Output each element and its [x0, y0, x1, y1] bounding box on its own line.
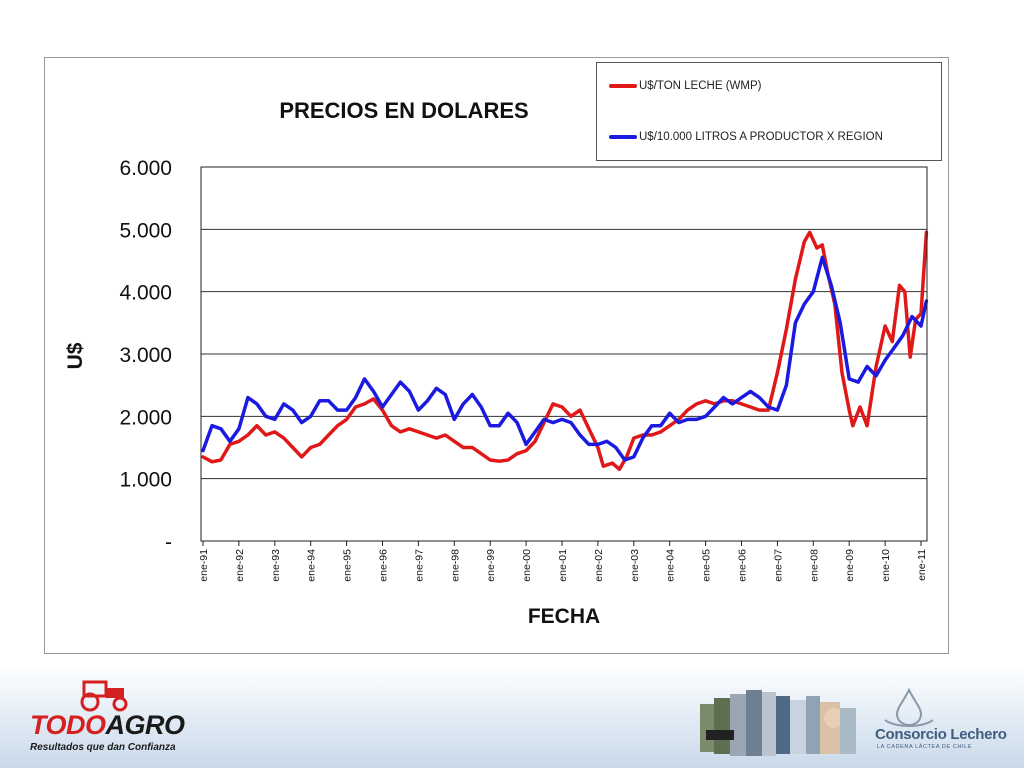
y-tick-label: 6.000 [119, 157, 172, 180]
legend-item-wmp: U$/TON LECHE (WMP) [609, 80, 761, 92]
x-tick-label: ene-93 [270, 549, 282, 582]
x-tick-label: ene-08 [808, 549, 820, 582]
x-axis-label: FECHA [528, 605, 600, 628]
x-tick-label: ene-97 [413, 549, 425, 582]
consorcio-name: Consorcio Lechero [875, 726, 1007, 743]
series-lines [201, 230, 929, 472]
x-tick-label: ene-02 [593, 549, 605, 582]
legend-label-productor: U$/10.000 LITROS A PRODUCTOR X REGION [639, 131, 883, 143]
milk-drop-icon [884, 688, 934, 727]
x-tick-label: ene-07 [772, 549, 784, 582]
y-axis-label: U$ [64, 342, 87, 369]
todoagro-tagline: Resultados que dan Confianza [30, 742, 176, 753]
legend-swatch-red [609, 84, 637, 88]
x-tick-label: ene-96 [378, 549, 390, 582]
legend-swatch-blue [609, 135, 637, 139]
y-tick-label: 5.000 [119, 219, 172, 242]
y-tick-label: 3.000 [119, 344, 172, 367]
todoagro-name: TODOAGRO [30, 710, 185, 740]
y-axis-tick-labels: - 1.000 2.000 3.000 4.000 5.000 6.000 [119, 157, 172, 554]
consorcio-tagline: LA CADENA LÁCTEA DE CHILE [877, 744, 973, 750]
plot-area-border [200, 166, 928, 542]
x-tick-label: ene-09 [844, 549, 856, 582]
chart-title: PRECIOS EN DOLARES [279, 98, 528, 123]
x-axis-tick-labels: ene-91 ene-92 ene-93 ene-94 ene-95 ene-96 ene-… [198, 541, 928, 582]
x-tick-label: ene-91 [198, 549, 210, 582]
consorcio-lechero-logo: Consorcio Lechero LA CADENA LÁCTEA DE CH… [873, 688, 1023, 763]
x-tick-label: ene-98 [449, 549, 461, 582]
legend-label-wmp: U$/TON LECHE (WMP) [639, 80, 762, 92]
x-tick-label: ene-11 [916, 549, 928, 581]
x-tick-label: ene-05 [701, 549, 713, 582]
gridlines [201, 228, 927, 480]
x-tick-label: ene-99 [485, 549, 497, 582]
x-tick-label: ene-00 [521, 549, 533, 582]
y-tick-label: - [165, 531, 172, 554]
chart-legend: U$/TON LECHE (WMP) U$/10.000 LITROS A PR… [596, 62, 942, 161]
x-tick-label: ene-94 [306, 549, 318, 582]
x-tick-label: ene-95 [342, 549, 354, 582]
dairy-photo-collage [700, 690, 856, 756]
y-tick-label: 1.000 [119, 469, 172, 492]
legend-item-productor: U$/10.000 LITROS A PRODUCTOR X REGION [609, 131, 883, 143]
x-tick-label: ene-03 [629, 549, 641, 582]
y-tick-label: 2.000 [119, 406, 172, 429]
tractor-icon [80, 680, 128, 712]
x-tick-label: ene-04 [665, 549, 677, 582]
x-tick-label: ene-92 [234, 549, 246, 582]
x-tick-label: ene-01 [557, 549, 569, 582]
x-tick-label: ene-06 [737, 549, 749, 582]
todoagro-logo: TODOAGRO Resultados que dan Confianza [26, 676, 186, 760]
series-line-productor [201, 255, 929, 462]
x-tick-label: ene-10 [880, 549, 892, 582]
y-tick-label: 4.000 [119, 282, 172, 305]
